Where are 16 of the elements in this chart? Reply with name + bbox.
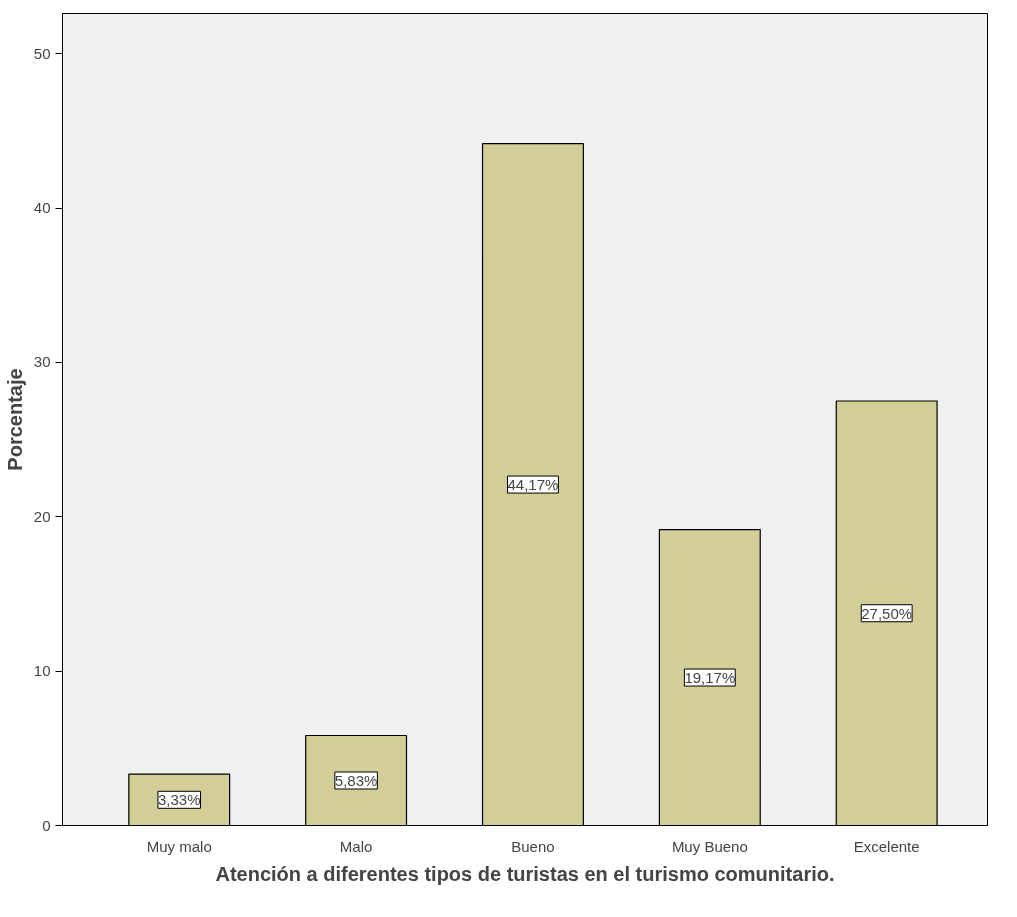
x-axis-title: Atención a diferentes tipos de turistas en el turismo comunitario. xyxy=(215,862,835,885)
x-tick-label: Excelente xyxy=(853,837,920,855)
y-tick-label: 50 xyxy=(33,44,51,62)
x-tick-label: Muy malo xyxy=(146,837,212,855)
y-tick-label: 10 xyxy=(33,662,51,680)
y-axis-title: Porcentaje xyxy=(3,368,26,471)
data-label: 5,83% xyxy=(334,772,378,789)
x-tick-label: Bueno xyxy=(511,837,555,855)
y-tick-label: 0 xyxy=(42,816,51,834)
y-tick-label: 30 xyxy=(33,353,51,371)
y-tick-label: 40 xyxy=(33,199,51,217)
data-label: 19,17% xyxy=(684,669,736,687)
data-label: 27,50% xyxy=(861,604,913,622)
x-tick-label: Muy Bueno xyxy=(671,837,748,855)
x-tick-label: Malo xyxy=(339,837,373,855)
y-tick-label: 20 xyxy=(33,507,51,525)
